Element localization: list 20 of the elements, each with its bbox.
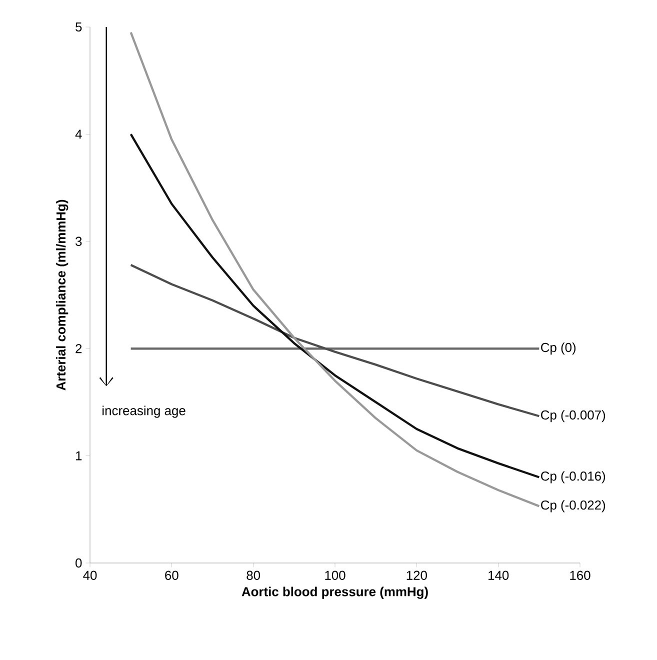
y-tick-label: 4 bbox=[75, 130, 82, 139]
x-tick-label: 120 bbox=[406, 570, 427, 580]
y-tick-label: 5 bbox=[76, 22, 82, 32]
x-tick-label: 80 bbox=[246, 570, 260, 580]
series-label: Cp (-0.016) bbox=[541, 471, 606, 484]
y-tick-label: 0 bbox=[76, 558, 82, 568]
y-tick-label: 3 bbox=[76, 236, 82, 246]
series-label: Cp (-0.007) bbox=[541, 410, 606, 422]
y-axis-title: Arterial compliance (ml/mmHg) bbox=[56, 200, 68, 390]
x-tick-label: 140 bbox=[488, 570, 509, 580]
x-tick-label: 160 bbox=[570, 570, 590, 580]
x-tick-label: 60 bbox=[165, 570, 178, 580]
annotation: increasing age bbox=[102, 406, 186, 418]
y-tick-label: 1 bbox=[76, 451, 82, 460]
x-tick-label: 100 bbox=[325, 570, 346, 580]
y-tick-label: 2 bbox=[76, 344, 82, 354]
x-tick-label: 40 bbox=[83, 570, 97, 580]
series-label: Cp (-0.022) bbox=[541, 500, 606, 512]
series-label: Cp (0) bbox=[541, 342, 576, 355]
x-axis-title: Aortic blood pressure (mmHg) bbox=[242, 586, 428, 599]
